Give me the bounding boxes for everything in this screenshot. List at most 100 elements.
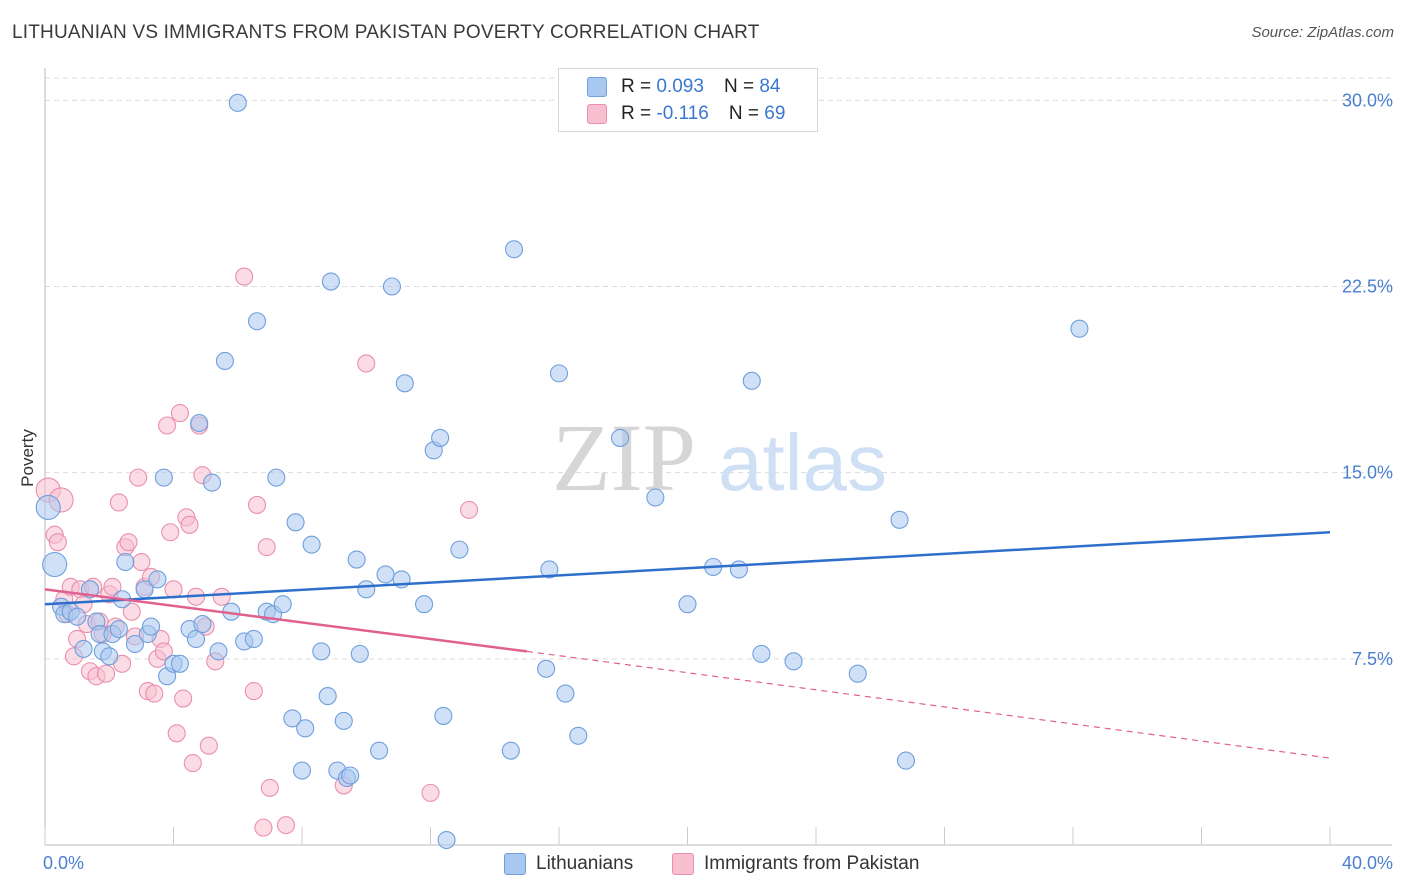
point-lithuanian <box>203 473 222 492</box>
axes <box>44 68 1392 846</box>
series-lithuanians-points <box>35 93 1089 850</box>
point-pakistan <box>170 404 189 423</box>
point-lithuanian <box>341 766 360 785</box>
trend-line-lithuanians <box>44 530 1331 606</box>
point-lithuanian <box>347 550 366 569</box>
point-lithuanian <box>501 741 520 760</box>
y-tick-label: 22.5% <box>1342 277 1393 297</box>
point-lithuanian <box>193 615 212 634</box>
point-lithuanian <box>890 510 909 529</box>
point-lithuanian <box>848 664 867 683</box>
x-tick-label: 40.0% <box>1342 853 1393 873</box>
point-pakistan <box>103 577 122 596</box>
point-lithuanian <box>74 639 93 658</box>
legend-n-value: 84 <box>759 76 781 97</box>
point-pakistan <box>158 416 177 435</box>
point-lithuanian <box>357 580 376 599</box>
point-pakistan <box>212 587 231 606</box>
point-lithuanian <box>292 761 312 780</box>
legend-n-label: N = <box>728 103 759 124</box>
point-lithuanian <box>148 570 167 589</box>
y-tick-label: 15.0% <box>1342 463 1393 483</box>
trend-lines <box>44 530 1331 759</box>
bottom-legend-pakistan: Immigrants from Pakistan <box>672 851 919 877</box>
legend-row-pakistan: R = -0.116 N = 69 <box>587 102 785 126</box>
point-pakistan <box>183 754 202 773</box>
point-lithuanian <box>68 607 87 626</box>
point-pakistan <box>254 818 273 837</box>
point-lithuanian <box>42 551 68 578</box>
point-lithuanian <box>228 93 247 112</box>
point-pakistan <box>132 552 151 572</box>
svg-text:atlas: atlas <box>718 418 887 507</box>
point-pakistan <box>129 468 148 487</box>
legend-r-label: R = <box>621 76 652 97</box>
x-tick-label: 0.0% <box>43 853 84 873</box>
svg-text:ZIP: ZIP <box>552 404 696 511</box>
point-lithuanian <box>610 428 630 447</box>
point-pakistan <box>161 523 180 542</box>
legend-n-value: 69 <box>764 103 786 124</box>
point-lithuanian <box>302 535 321 554</box>
point-lithuanian <box>190 413 209 433</box>
point-pakistan <box>180 515 199 534</box>
bottom-legend-swatch-blue <box>504 853 526 875</box>
point-pakistan <box>244 682 263 701</box>
point-lithuanian <box>109 619 128 639</box>
trend-line-pakistan-extension <box>526 650 1331 759</box>
legend-row-lithuanians: R = 0.093 N = 84 <box>587 75 780 99</box>
point-lithuanian <box>382 277 402 296</box>
legend-n-label: N = <box>723 76 755 97</box>
point-lithuanian <box>100 647 119 666</box>
point-pakistan <box>260 778 279 797</box>
point-lithuanian <box>742 371 761 390</box>
point-lithuanian <box>537 659 556 678</box>
legend-r-label: R = <box>621 103 652 124</box>
legend: R = 0.093 N = 84 R = -0.116 N = 69 <box>558 68 818 132</box>
point-lithuanian <box>334 711 353 730</box>
point-lithuanian <box>434 706 453 725</box>
chart-source: Source: ZipAtlas.com <box>1251 24 1394 41</box>
point-lithuanian <box>312 642 331 661</box>
point-lithuanian <box>729 560 748 579</box>
point-lithuanian <box>370 741 389 760</box>
point-lithuanian <box>395 374 414 393</box>
point-lithuanian <box>170 654 189 673</box>
point-pakistan <box>164 580 183 599</box>
point-lithuanian <box>244 629 263 649</box>
point-lithuanian <box>437 830 456 850</box>
point-lithuanian <box>450 540 469 559</box>
trend-line-pakistan <box>44 588 528 653</box>
point-lithuanian <box>415 595 434 614</box>
point-pakistan <box>109 493 128 512</box>
point-lithuanian <box>296 719 315 738</box>
point-lithuanian <box>273 595 292 614</box>
y-tick-label: 7.5% <box>1352 649 1393 669</box>
point-lithuanian <box>186 629 206 649</box>
legend-r-value: 0.093 <box>656 76 704 97</box>
point-pakistan <box>357 354 376 373</box>
legend-r-value: -0.116 <box>656 103 709 124</box>
point-pakistan <box>247 495 267 514</box>
point-lithuanian <box>286 513 305 532</box>
y-axis-label: Poverty <box>18 429 37 487</box>
tick-labels: 7.5% 15.0% 22.5% 30.0% 0.0% 40.0% <box>43 90 1393 873</box>
point-pakistan <box>145 684 164 703</box>
point-lithuanian <box>247 312 267 331</box>
bottom-legend-label-lithuanians: Lithuanians <box>536 853 634 874</box>
point-pakistan <box>257 538 276 557</box>
point-lithuanian <box>504 240 524 259</box>
point-lithuanian <box>752 644 771 663</box>
point-pakistan <box>276 816 295 835</box>
point-lithuanian <box>116 552 135 572</box>
point-lithuanian <box>784 652 803 671</box>
legend-swatch-blue <box>587 77 607 97</box>
point-lithuanian <box>321 272 340 291</box>
point-lithuanian <box>215 351 234 371</box>
point-lithuanian <box>549 364 569 383</box>
point-lithuanian <box>318 687 337 706</box>
y-tick-label: 30.0% <box>1342 90 1393 110</box>
point-lithuanian <box>646 488 665 507</box>
point-lithuanian <box>678 595 697 614</box>
